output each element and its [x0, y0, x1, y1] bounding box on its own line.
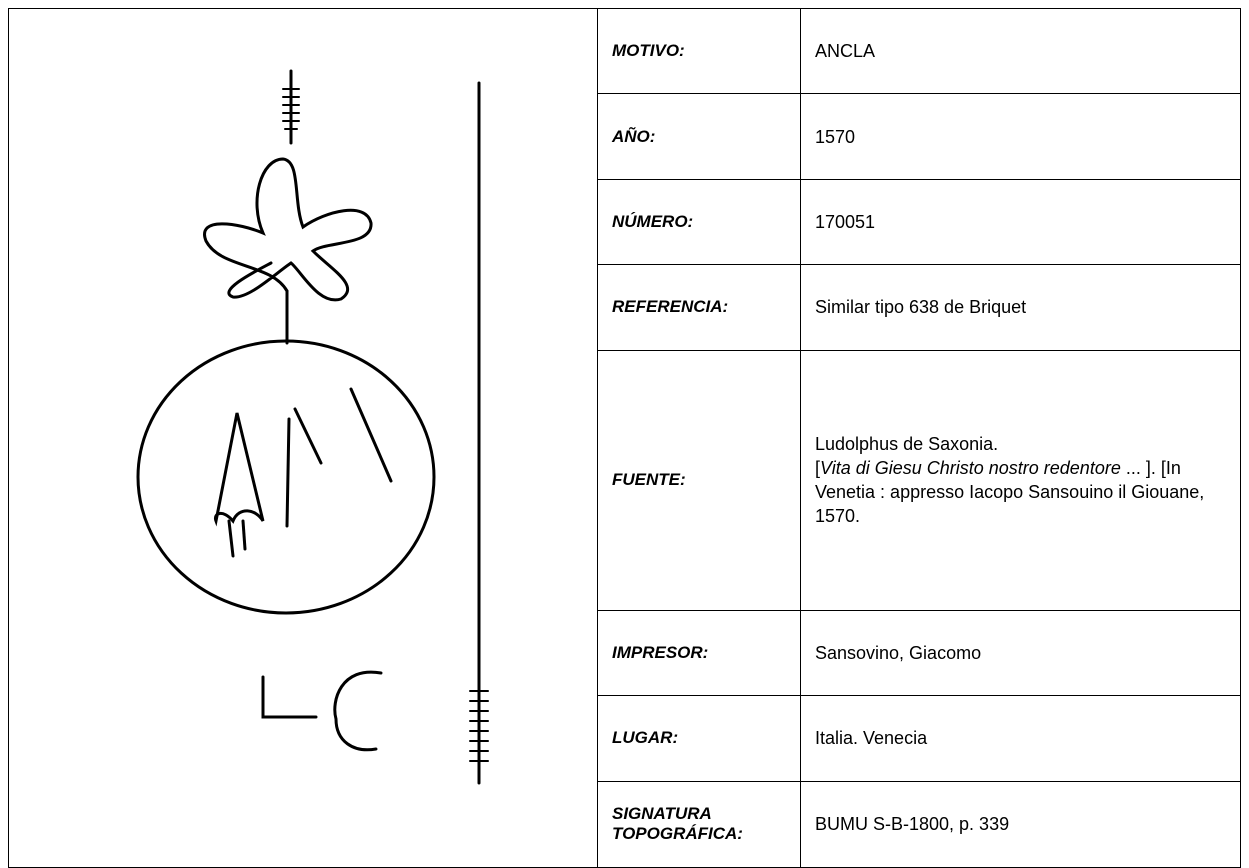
field-value: 170051	[800, 178, 1241, 266]
field-label: LUGAR:	[597, 695, 801, 782]
table-body: MOTIVO: ANCLA AÑO: 1570 NÚMERO: 170051 REFERE…	[8, 7, 1241, 868]
row: REFERENCIA: Similar tipo 638 de Briquet	[9, 264, 1241, 351]
source-imprint: ... ]. [In Venetia : appresso Iacopo San…	[815, 458, 1205, 527]
field-label: IMPRESOR:	[597, 609, 801, 697]
row: LUGAR: Italia. Venecia	[9, 695, 1241, 782]
field-value: ANCLA	[800, 7, 1241, 95]
field-label: MOTIVO:	[597, 7, 801, 95]
record-table: MOTIVO: ANCLA AÑO: 1570 NÚMERO: 170051 REFERE…	[8, 7, 1241, 868]
source-bracket: [	[815, 458, 821, 479]
field-label: FUENTE:	[597, 349, 801, 611]
row: MOTIVO: ANCLA	[8, 7, 1241, 868]
field-value: Ludolphus de Saxonia. [Vita di Giesu Chri…	[800, 349, 1241, 611]
field-label: SIGNATURA TOPOGRÁFICA:	[597, 780, 801, 868]
row: FUENTE: Ludolphus de Saxonia. [Vita di Gie…	[9, 349, 1241, 611]
field-value: 1570	[800, 93, 1241, 180]
field-value: Italia. Venecia	[800, 695, 1241, 782]
source-title: Vita di Giesu Christo nostro redentore	[820, 458, 1121, 479]
field-value: Similar tipo 638 de Briquet	[800, 264, 1241, 351]
source-author: Ludolphus de Saxonia.	[815, 434, 999, 455]
row: NÚMERO: 170051	[9, 178, 1241, 266]
field-label: NÚMERO:	[597, 178, 801, 266]
watermark-cell	[8, 8, 598, 868]
field-label: AÑO:	[597, 93, 801, 180]
field-value: Sansovino, Giacomo	[800, 609, 1241, 697]
field-value: BUMU S-B-1800, p. 339	[800, 780, 1241, 868]
field-label: REFERENCIA:	[597, 264, 801, 351]
watermark-drawing	[136, 69, 489, 785]
